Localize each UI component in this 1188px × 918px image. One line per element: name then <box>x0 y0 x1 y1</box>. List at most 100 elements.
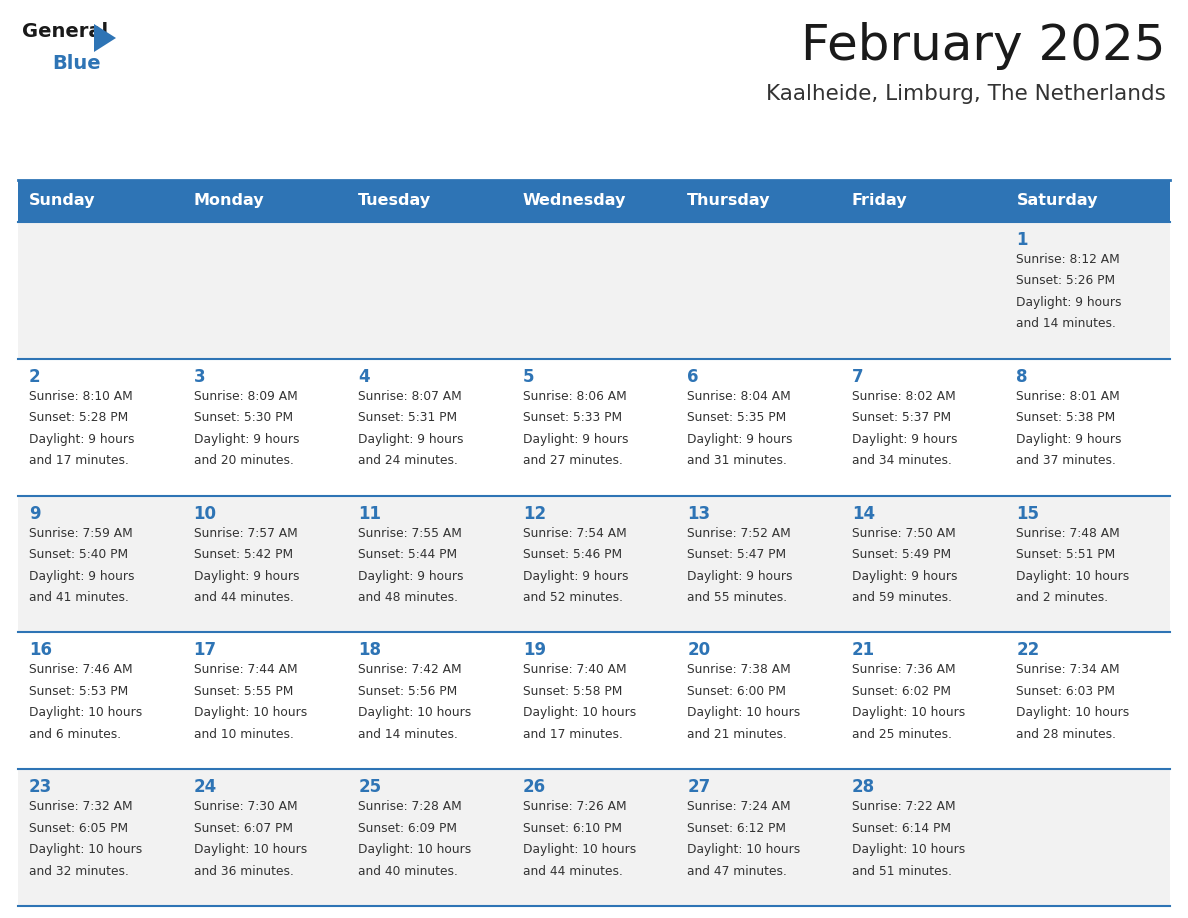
Text: and 44 minutes.: and 44 minutes. <box>194 591 293 604</box>
Text: 25: 25 <box>358 778 381 796</box>
Text: Sunset: 6:03 PM: Sunset: 6:03 PM <box>1017 685 1116 698</box>
Text: 19: 19 <box>523 642 545 659</box>
Text: Sunset: 5:53 PM: Sunset: 5:53 PM <box>29 685 128 698</box>
Text: 12: 12 <box>523 505 545 522</box>
Text: and 27 minutes.: and 27 minutes. <box>523 454 623 467</box>
Text: Sunset: 5:46 PM: Sunset: 5:46 PM <box>523 548 621 561</box>
Bar <box>18 359 183 496</box>
Text: 11: 11 <box>358 505 381 522</box>
Text: General: General <box>23 22 108 41</box>
Text: Daylight: 10 hours: Daylight: 10 hours <box>29 844 143 856</box>
Text: and 2 minutes.: and 2 minutes. <box>1017 591 1108 604</box>
Text: Sunset: 6:09 PM: Sunset: 6:09 PM <box>358 822 457 834</box>
Text: and 21 minutes.: and 21 minutes. <box>688 728 788 741</box>
Text: Sunrise: 8:01 AM: Sunrise: 8:01 AM <box>1017 390 1120 403</box>
Text: Sunset: 5:42 PM: Sunset: 5:42 PM <box>194 548 292 561</box>
Text: Blue: Blue <box>52 54 101 73</box>
Bar <box>183 359 347 496</box>
Bar <box>841 769 1005 906</box>
Bar <box>347 359 512 496</box>
Text: Daylight: 9 hours: Daylight: 9 hours <box>852 569 958 583</box>
Text: 27: 27 <box>688 778 710 796</box>
Text: Daylight: 10 hours: Daylight: 10 hours <box>852 706 965 720</box>
Text: Daylight: 10 hours: Daylight: 10 hours <box>1017 706 1130 720</box>
Text: Daylight: 9 hours: Daylight: 9 hours <box>194 432 299 446</box>
Text: Sunset: 6:14 PM: Sunset: 6:14 PM <box>852 822 950 834</box>
Bar <box>676 222 841 359</box>
Text: 1: 1 <box>1017 231 1028 249</box>
Bar <box>347 222 512 359</box>
Bar <box>18 496 183 633</box>
Bar <box>676 769 841 906</box>
Text: February 2025: February 2025 <box>802 22 1165 70</box>
Text: and 47 minutes.: and 47 minutes. <box>688 865 788 878</box>
Text: and 10 minutes.: and 10 minutes. <box>194 728 293 741</box>
Text: and 59 minutes.: and 59 minutes. <box>852 591 952 604</box>
Text: Sunset: 6:00 PM: Sunset: 6:00 PM <box>688 685 786 698</box>
Polygon shape <box>94 24 116 52</box>
Text: Daylight: 10 hours: Daylight: 10 hours <box>358 706 472 720</box>
Text: Sunset: 5:26 PM: Sunset: 5:26 PM <box>1017 274 1116 287</box>
Text: and 51 minutes.: and 51 minutes. <box>852 865 952 878</box>
Text: and 52 minutes.: and 52 minutes. <box>523 591 623 604</box>
Text: 21: 21 <box>852 642 876 659</box>
Text: Sunrise: 7:55 AM: Sunrise: 7:55 AM <box>358 527 462 540</box>
Text: Kaalheide, Limburg, The Netherlands: Kaalheide, Limburg, The Netherlands <box>766 84 1165 104</box>
Text: Sunset: 6:07 PM: Sunset: 6:07 PM <box>194 822 292 834</box>
Bar <box>512 769 676 906</box>
Text: Tuesday: Tuesday <box>358 194 431 208</box>
Text: Sunset: 5:38 PM: Sunset: 5:38 PM <box>1017 411 1116 424</box>
Bar <box>512 633 676 769</box>
Bar <box>183 222 347 359</box>
Text: Daylight: 10 hours: Daylight: 10 hours <box>29 706 143 720</box>
Text: Thursday: Thursday <box>688 194 771 208</box>
Bar <box>512 222 676 359</box>
Text: and 41 minutes.: and 41 minutes. <box>29 591 128 604</box>
Text: Sunrise: 7:40 AM: Sunrise: 7:40 AM <box>523 664 626 677</box>
Text: Sunrise: 8:04 AM: Sunrise: 8:04 AM <box>688 390 791 403</box>
Bar <box>18 633 183 769</box>
Text: Sunset: 5:58 PM: Sunset: 5:58 PM <box>523 685 623 698</box>
Text: 9: 9 <box>29 505 40 522</box>
Text: Sunrise: 8:09 AM: Sunrise: 8:09 AM <box>194 390 297 403</box>
Bar <box>512 180 676 222</box>
Text: Daylight: 9 hours: Daylight: 9 hours <box>688 432 792 446</box>
Text: Friday: Friday <box>852 194 908 208</box>
Text: Sunrise: 8:06 AM: Sunrise: 8:06 AM <box>523 390 626 403</box>
Bar <box>676 359 841 496</box>
Bar <box>1005 359 1170 496</box>
Text: Sunrise: 7:24 AM: Sunrise: 7:24 AM <box>688 800 791 813</box>
Bar <box>18 222 183 359</box>
Text: Sunset: 5:28 PM: Sunset: 5:28 PM <box>29 411 128 424</box>
Text: 3: 3 <box>194 368 206 386</box>
Text: and 55 minutes.: and 55 minutes. <box>688 591 788 604</box>
Bar <box>841 222 1005 359</box>
Text: Sunrise: 7:38 AM: Sunrise: 7:38 AM <box>688 664 791 677</box>
Bar <box>512 359 676 496</box>
Text: 5: 5 <box>523 368 535 386</box>
Bar <box>183 180 347 222</box>
Text: Sunset: 5:30 PM: Sunset: 5:30 PM <box>194 411 292 424</box>
Text: Sunrise: 7:32 AM: Sunrise: 7:32 AM <box>29 800 133 813</box>
Text: Sunset: 5:47 PM: Sunset: 5:47 PM <box>688 548 786 561</box>
Text: Sunrise: 7:26 AM: Sunrise: 7:26 AM <box>523 800 626 813</box>
Text: Daylight: 10 hours: Daylight: 10 hours <box>358 844 472 856</box>
Text: Sunset: 5:33 PM: Sunset: 5:33 PM <box>523 411 621 424</box>
Text: and 14 minutes.: and 14 minutes. <box>1017 318 1117 330</box>
Bar <box>841 633 1005 769</box>
Text: and 40 minutes.: and 40 minutes. <box>358 865 459 878</box>
Bar <box>18 769 183 906</box>
Text: Sunrise: 8:10 AM: Sunrise: 8:10 AM <box>29 390 133 403</box>
Bar <box>183 496 347 633</box>
Text: Sunrise: 7:48 AM: Sunrise: 7:48 AM <box>1017 527 1120 540</box>
Text: and 14 minutes.: and 14 minutes. <box>358 728 459 741</box>
Bar <box>1005 769 1170 906</box>
Bar <box>1005 496 1170 633</box>
Text: and 31 minutes.: and 31 minutes. <box>688 454 788 467</box>
Text: Sunrise: 7:52 AM: Sunrise: 7:52 AM <box>688 527 791 540</box>
Bar <box>841 496 1005 633</box>
Text: 2: 2 <box>29 368 40 386</box>
Text: 17: 17 <box>194 642 216 659</box>
Text: 18: 18 <box>358 642 381 659</box>
Text: Wednesday: Wednesday <box>523 194 626 208</box>
